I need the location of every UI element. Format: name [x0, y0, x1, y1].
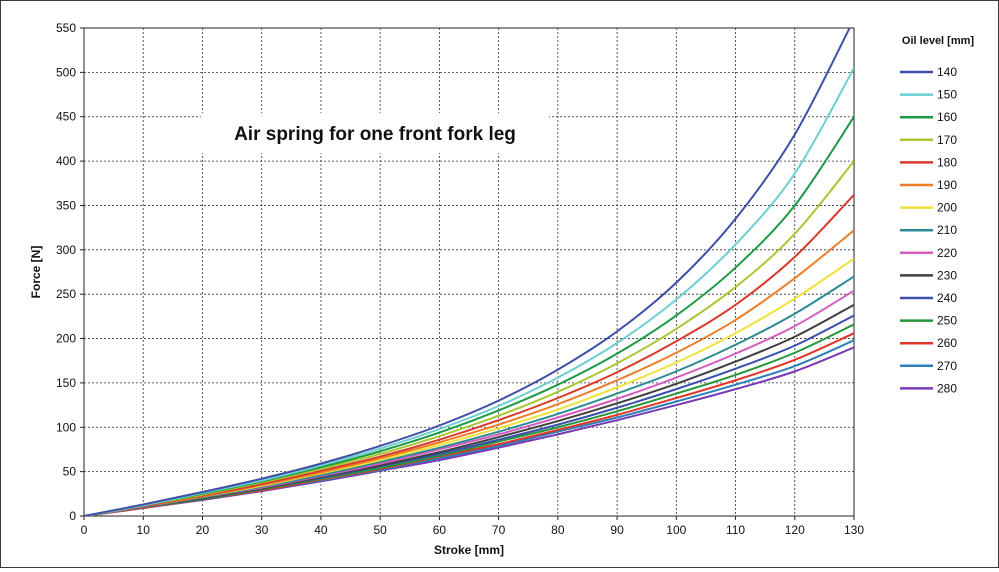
x-tick-label: 40	[314, 523, 328, 537]
title-box	[201, 113, 549, 153]
legend-label-220: 220	[937, 246, 957, 260]
x-tick-label: 0	[81, 523, 88, 537]
y-tick-label: 500	[56, 65, 76, 79]
x-axis-ticks: 0 10 20 30 40 50 60 70 80 90 100 110 120 130	[81, 516, 864, 537]
y-tick-label: 550	[56, 21, 76, 35]
legend-label-190: 190	[937, 178, 957, 192]
legend-label-250: 250	[937, 314, 957, 328]
y-axis-ticks: 0 50 100 150 200 250 300 350 400 450 500 550	[56, 21, 84, 523]
legend-title: Oil level [mm]	[902, 35, 974, 47]
y-tick-label: 50	[63, 465, 77, 479]
legend-label-230: 230	[937, 268, 957, 282]
x-tick-label: 120	[785, 523, 805, 537]
y-tick-label: 100	[56, 420, 76, 434]
series-layer	[84, 28, 854, 516]
y-tick-label: 300	[56, 243, 76, 257]
x-tick-label: 130	[844, 523, 864, 537]
y-tick-label: 250	[56, 287, 76, 301]
x-tick-label: 110	[726, 523, 745, 537]
x-tick-label: 60	[433, 523, 447, 537]
legend-label-240: 240	[937, 291, 957, 305]
legend: 140 150 160 170 180 190 200 210 220 230 240 250 260 2…	[900, 65, 957, 395]
x-tick-label: 70	[492, 523, 506, 537]
legend-label-180: 180	[937, 155, 957, 169]
x-tick-label: 80	[551, 523, 565, 537]
x-tick-label: 90	[610, 523, 624, 537]
x-tick-label: 100	[666, 523, 686, 537]
y-tick-label: 350	[56, 198, 76, 212]
y-tick-label: 450	[56, 110, 76, 124]
legend-label-170: 170	[937, 133, 957, 147]
x-axis-title: Stroke [mm]	[434, 543, 504, 557]
x-tick-label: 50	[373, 523, 387, 537]
legend-label-150: 150	[937, 88, 957, 102]
legend-label-280: 280	[937, 381, 957, 395]
legend-label-160: 160	[937, 110, 957, 124]
y-axis-title: Force [N]	[29, 246, 43, 299]
y-tick-label: 150	[56, 376, 76, 390]
grid	[84, 28, 854, 516]
legend-label-260: 260	[937, 336, 957, 350]
legend-label-200: 200	[937, 201, 957, 215]
series-line-140	[84, 28, 851, 516]
x-tick-label: 30	[255, 523, 269, 537]
series-line-180	[84, 194, 854, 516]
y-tick-label: 200	[56, 332, 76, 346]
y-tick-label: 0	[69, 509, 76, 523]
chart-title: Air spring for one front fork leg	[234, 124, 516, 145]
x-tick-label: 20	[196, 523, 210, 537]
legend-label-140: 140	[937, 65, 957, 79]
series-line-150	[84, 67, 854, 516]
legend-label-270: 270	[937, 359, 957, 373]
legend-label-210: 210	[937, 223, 957, 237]
x-tick-label: 10	[137, 523, 151, 537]
y-tick-label: 400	[56, 154, 76, 168]
